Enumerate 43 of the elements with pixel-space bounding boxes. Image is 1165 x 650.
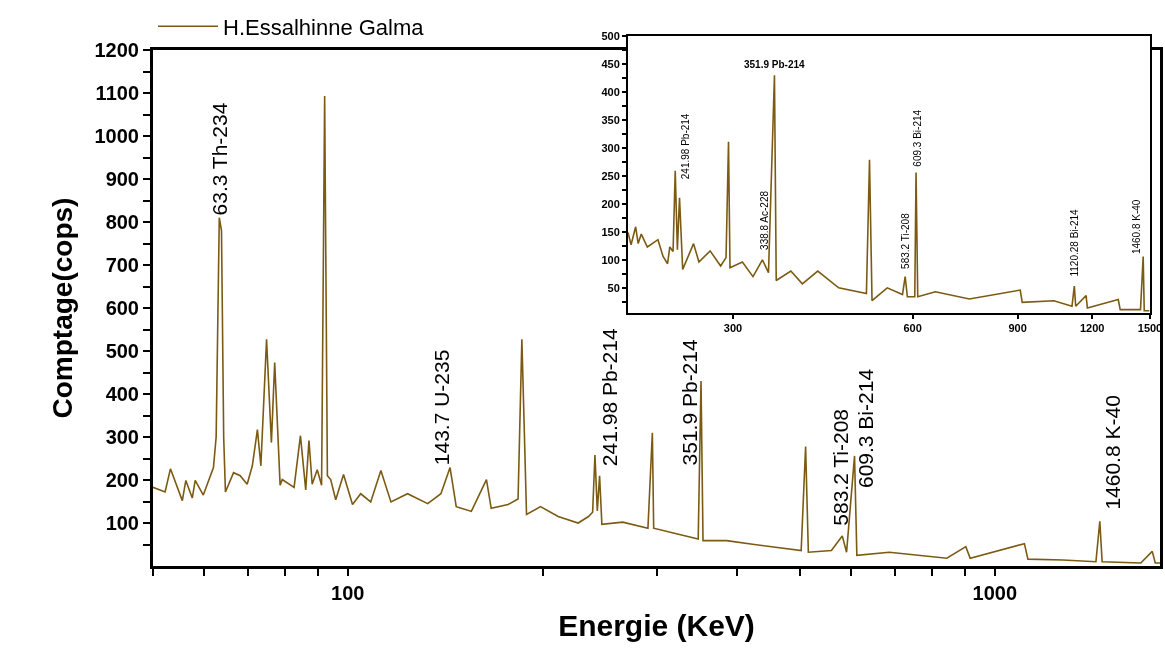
annotation: 338.8 Ac-228	[759, 190, 771, 250]
y-tick-label: 1200	[94, 39, 139, 61]
y-tick-label: 1000	[94, 125, 139, 147]
annotation: 351.9 Pb-214	[744, 59, 806, 70]
y-tick-label: 50	[607, 281, 620, 294]
annotation: 583.2 Ti-208	[899, 212, 911, 269]
annotation: 143.7 U-235	[430, 349, 454, 466]
y-tick-label: 450	[601, 57, 620, 70]
y-tick-label: 400	[601, 85, 620, 98]
y-tick-label: 400	[105, 383, 139, 405]
x-tick-label: 300	[723, 322, 743, 335]
y-tick-label: 800	[105, 211, 139, 233]
annotation: 241.98 Pb-214	[679, 113, 691, 180]
y-tick-label: 300	[601, 141, 620, 154]
y-tick-label: 250	[601, 169, 620, 182]
y-tick-label: 500	[601, 29, 620, 42]
y-tick-label: 100	[105, 512, 139, 534]
y-tick-label: 700	[105, 254, 139, 276]
y-tick-label: 1100	[95, 82, 139, 104]
x-tick-label: 900	[1008, 322, 1027, 335]
annotation: 351.9 Pb-214	[678, 339, 702, 466]
y-tick-label: 150	[601, 225, 620, 238]
y-tick-label: 200	[601, 197, 620, 210]
annotation: 609.3 Bi-214	[911, 109, 923, 167]
annotation: 1120.28 Bi-214	[1069, 208, 1081, 277]
legend-label: H.Essalhinne Galma	[223, 14, 425, 40]
y-tick-label: 900	[105, 168, 139, 190]
annotation: 1460.8 K-40	[1131, 199, 1143, 255]
y-tick-label: 350	[601, 113, 620, 126]
y-axis-title: Comptage(cops)	[47, 197, 79, 419]
annotation: 1460.8 K-40	[1101, 395, 1125, 510]
annotation: 609.3 Bi-214	[854, 368, 878, 489]
annotation: 241.98 Pb-214	[598, 328, 622, 467]
annotation: 583.2 Ti-208	[828, 408, 852, 526]
x-tick-label: 600	[903, 322, 922, 335]
annotation: 63.3 Th-234	[208, 102, 232, 216]
y-tick-label: 300	[105, 426, 139, 448]
y-tick-label: 500	[105, 340, 139, 362]
x-tick-label: 1200	[1079, 322, 1105, 335]
x-axis-title: Energie (KeV)	[558, 608, 755, 642]
y-tick-label: 600	[105, 297, 139, 319]
y-tick-label: 200	[105, 469, 139, 491]
y-tick-label: 100	[601, 253, 620, 266]
